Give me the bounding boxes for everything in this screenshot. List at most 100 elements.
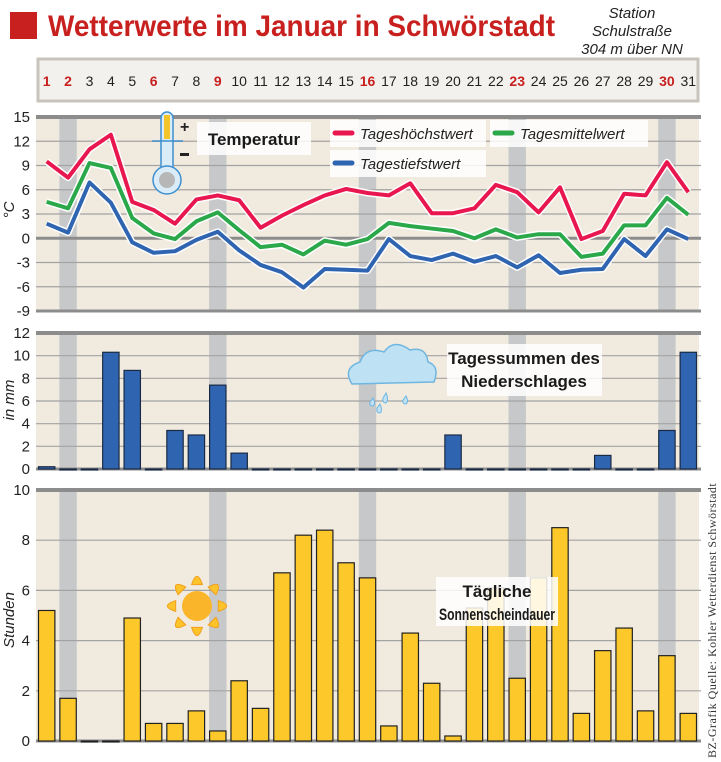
bar [208,730,227,742]
bar [422,468,441,471]
y-tick-label: 8 [22,532,30,549]
y-tick-label: -9 [17,303,30,320]
page-title: Wetterwerte im Januar in Schwörstadt [48,10,555,43]
y-tick-label: 0 [22,461,30,478]
day-label: 21 [467,73,483,89]
day-label: 31 [681,73,697,89]
y-tick-label: 4 [22,633,30,650]
station-line: Schulstraße [592,23,672,40]
y-tick-label: 6 [22,582,30,599]
bar [37,609,56,742]
day-label: 16 [360,73,376,89]
legend-label: Tageshöchstwert [360,126,474,143]
y-tick-label: 0 [22,230,30,247]
bar [380,725,398,742]
day-label: 7 [171,73,179,89]
y-tick-label: 9 [22,158,30,175]
day-label: 29 [638,73,654,89]
y-axis-label: Stunden [1,592,18,648]
bar [679,712,698,742]
y-tick-label: 12 [13,325,30,342]
day-label: 1 [43,73,51,89]
day-label: 3 [86,73,94,89]
bar [230,680,248,742]
day-label: 5 [128,73,136,89]
bar [37,466,56,470]
bar [593,650,612,742]
chart-title-box [436,577,558,626]
day-label: 25 [552,73,568,89]
day-label: 13 [296,73,312,89]
day-label: 28 [616,73,632,89]
thermometer-icon: + [152,111,189,195]
y-tick-label: 3 [22,206,30,223]
bar [337,468,355,471]
bar [465,468,484,471]
day-label: 9 [214,73,222,89]
bar [80,740,99,743]
bar [615,468,633,471]
bar [123,369,142,470]
day-label: 8 [193,73,201,89]
chart-title: Temperatur [208,130,301,149]
legend-title-box [197,122,311,155]
day-label: 6 [150,73,158,89]
title-marker [10,12,37,39]
bar [59,468,77,471]
bar [230,452,248,470]
chart-title-box [447,344,602,396]
sun-ray [207,583,220,596]
sun-ray [190,575,204,586]
bar [123,617,142,742]
bar [294,468,313,471]
sunday-band [209,490,227,741]
bar [658,655,676,742]
y-tick-label: 12 [13,133,30,150]
bar [294,534,313,742]
station-line: 304 m über NN [581,41,683,58]
bar [144,722,163,742]
bar [380,468,398,471]
sun-ray [174,616,187,629]
bar [102,740,120,743]
day-label: 11 [253,73,268,89]
day-label: 17 [381,73,397,89]
y-tick-label: 10 [13,482,30,499]
bar [251,707,270,742]
bar [80,468,99,471]
bar [636,710,655,742]
day-label: 30 [659,73,675,89]
sun-ray [207,616,220,629]
y-tick-label: 6 [22,393,30,410]
day-label: 26 [574,73,590,89]
chart-title: Sonnenscheindauer [439,605,555,624]
day-label: 18 [402,73,418,89]
bar [658,429,676,470]
day-label: 2 [64,73,72,89]
bar [593,454,612,470]
chart-title: Tägliche [463,582,532,601]
bar [551,468,569,471]
station-info: Station Schulstraße 304 m über NN [581,5,683,58]
bar [529,468,548,471]
sun-ray [174,583,187,596]
y-tick-label: 2 [22,683,30,700]
legend-box [330,150,486,177]
station-line: Station [609,5,656,22]
bar [315,529,334,742]
y-tick-label: 0 [22,733,30,750]
date-strip [36,57,700,103]
day-label: 12 [274,73,290,89]
bar [187,710,206,742]
svg-text:+: + [180,119,189,136]
day-label: 27 [595,73,611,89]
chart-title: Tagessummen des [448,349,600,368]
y-tick-label: 4 [22,416,30,433]
y-axis-label: in mm [1,380,18,421]
bar [187,434,206,470]
bar [358,577,377,742]
bar [166,429,184,470]
bar [615,627,633,742]
bar [337,562,355,742]
